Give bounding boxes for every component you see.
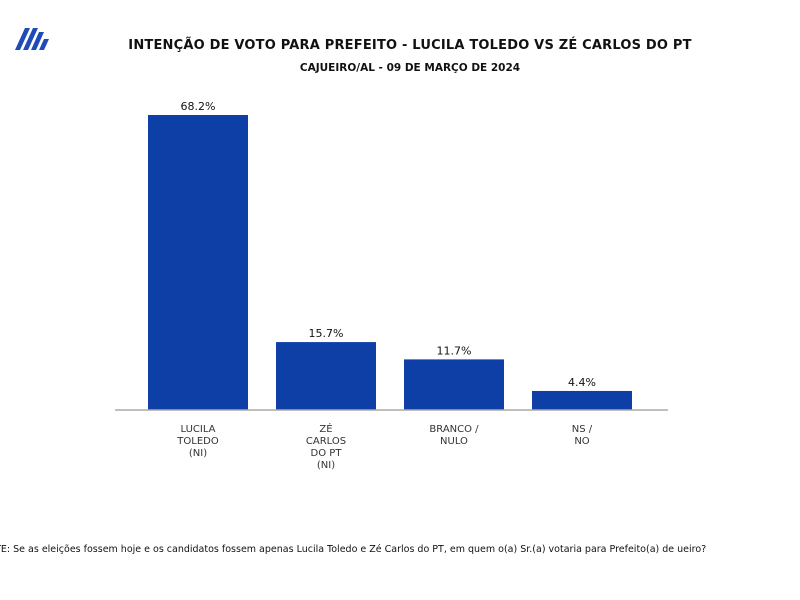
bar-3 xyxy=(404,359,504,410)
chart-subtitle: CAJUEIRO/AL - 09 DE MARÇO DE 2024 xyxy=(299,62,521,74)
bar-2 xyxy=(276,342,376,410)
bar-4 xyxy=(532,390,632,410)
category-label-3: BRANCO / NULO xyxy=(429,424,479,447)
data-label-1: 68.2% xyxy=(181,100,216,113)
brand-logo-icon xyxy=(15,28,49,50)
footnote: NTE: Se as eleições fossem hoje e os can… xyxy=(0,542,788,557)
bar-1 xyxy=(148,115,248,410)
data-label-2: 15.7% xyxy=(309,327,344,340)
category-label-1: LUCILA TOLEDO (NI) xyxy=(176,424,219,459)
category-label-2: ZÉ CARLOS DO PT (NI) xyxy=(306,422,346,471)
footnote-text: NTE: Se as eleições fossem hoje e os can… xyxy=(0,544,707,555)
category-label-4: NS / NO xyxy=(572,424,593,447)
data-label-3: 11.7% xyxy=(437,344,472,357)
chart-title: INTENÇÃO DE VOTO PARA PREFEITO - LUCILA … xyxy=(128,38,692,53)
data-label-4: 4.4% xyxy=(568,376,596,389)
